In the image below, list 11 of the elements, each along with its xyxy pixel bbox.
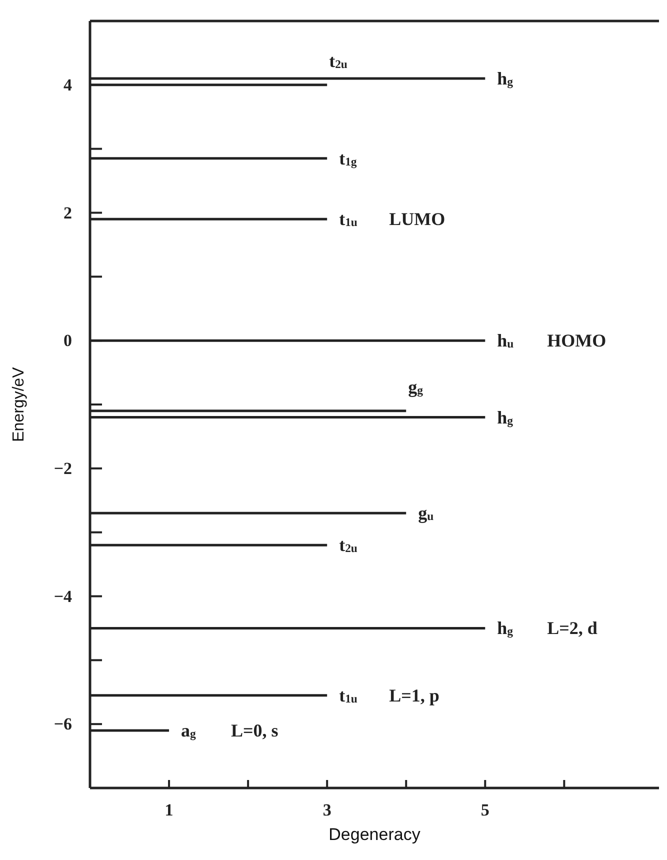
y-tick-label: 4 bbox=[64, 75, 72, 94]
x-tick-label: 3 bbox=[322, 800, 332, 820]
y-tick-label: −6 bbox=[54, 714, 72, 734]
y-tick-label: −2 bbox=[54, 458, 72, 478]
x-axis-title: Degeneracy bbox=[328, 825, 421, 844]
x-tick-label: 1 bbox=[164, 800, 174, 820]
y-axis-title: Energy/eV bbox=[10, 366, 28, 442]
x-tick-label: 5 bbox=[480, 800, 490, 820]
y-tick-label: 0 bbox=[64, 331, 72, 350]
y-tick-label: −4 bbox=[54, 586, 72, 606]
y-tick-label: 2 bbox=[64, 203, 72, 222]
